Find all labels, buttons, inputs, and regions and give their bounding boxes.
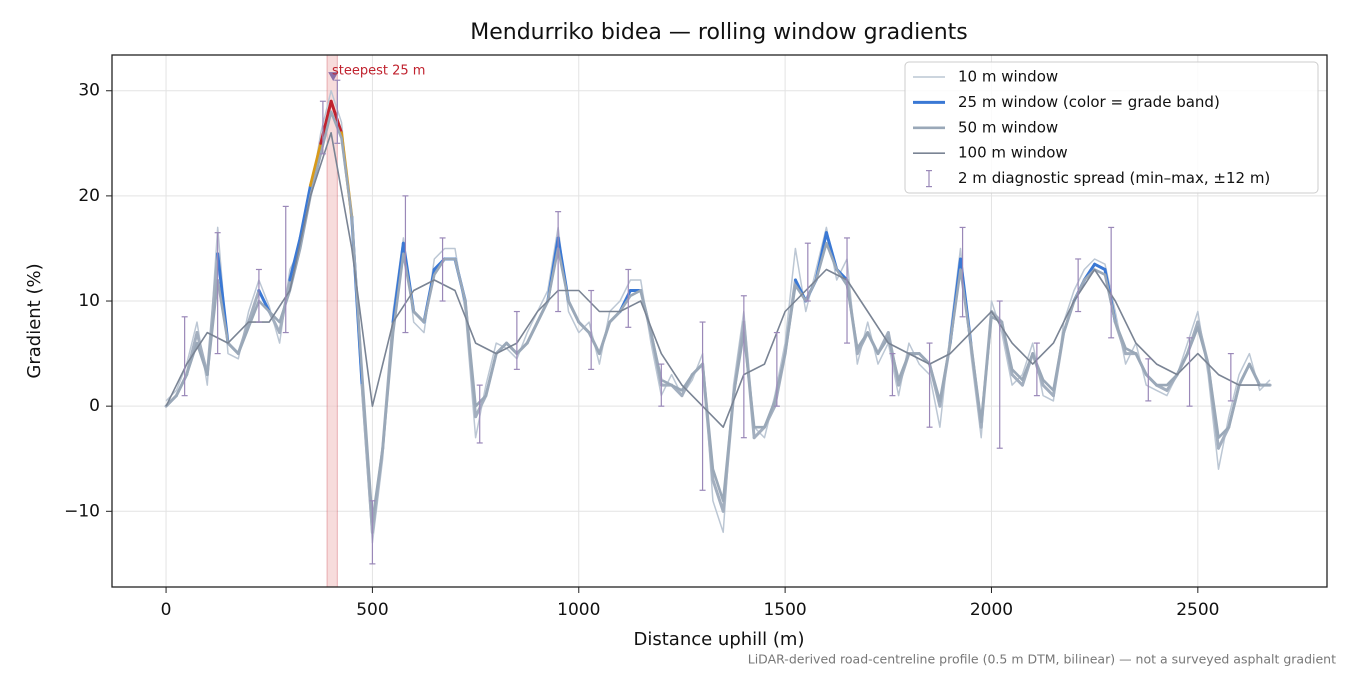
line-segment bbox=[1093, 262, 1107, 271]
chart-title: Mendurriko bidea — rolling window gradie… bbox=[470, 20, 968, 45]
line-segment bbox=[247, 289, 261, 324]
error-bar bbox=[1033, 342, 1040, 397]
error-bar bbox=[959, 226, 966, 318]
error-bar bbox=[1075, 258, 1082, 313]
x-tick-label: 2000 bbox=[970, 600, 1013, 620]
line-segment bbox=[391, 241, 405, 324]
x-axis-label: Distance uphill (m) bbox=[634, 629, 805, 650]
legend-label: 100 m window bbox=[958, 144, 1068, 162]
error-bar bbox=[844, 237, 851, 344]
error-bar bbox=[740, 295, 747, 439]
error-bar bbox=[588, 289, 595, 370]
legend-label: 50 m window bbox=[958, 118, 1058, 136]
error-bar bbox=[1145, 358, 1152, 402]
error-bar bbox=[889, 352, 896, 397]
y-axis-label: Gradient (%) bbox=[24, 263, 45, 378]
x-tick-label: 0 bbox=[161, 600, 172, 620]
series-line bbox=[165, 132, 1260, 428]
error-bar bbox=[181, 316, 188, 397]
error-bar bbox=[255, 268, 262, 323]
error-bar bbox=[625, 268, 632, 328]
line-segment bbox=[309, 141, 323, 187]
error-bar bbox=[804, 242, 811, 302]
error-bar bbox=[402, 195, 409, 334]
error-bar bbox=[996, 300, 1003, 449]
error-bar bbox=[214, 232, 221, 355]
legend: 10 m window 25 m window (color = grade ba… bbox=[904, 61, 1319, 194]
x-tick-label: 1000 bbox=[557, 600, 600, 620]
line-segment bbox=[1010, 373, 1024, 387]
x-tick-label: 1500 bbox=[763, 600, 806, 620]
y-tick-label: 20 bbox=[78, 186, 100, 206]
error-bar bbox=[1108, 226, 1115, 339]
line-segment bbox=[711, 478, 725, 513]
error-bar bbox=[369, 500, 376, 565]
axes: 0 500 1000 1500 2000 2500 −10 0 10 20 30 bbox=[64, 81, 1219, 620]
legend-label: 25 m window (color = grade band) bbox=[958, 93, 1220, 111]
error-bar bbox=[513, 310, 520, 370]
legend-box bbox=[904, 61, 1319, 194]
legend-label: 2 m diagnostic spread (min–max, ±12 m) bbox=[958, 169, 1270, 187]
error-bar bbox=[555, 211, 562, 313]
error-bar bbox=[282, 205, 289, 334]
line-segment bbox=[288, 236, 302, 282]
error-bar bbox=[926, 342, 933, 428]
y-tick-label: −10 bbox=[64, 501, 100, 521]
y-tick-label: 30 bbox=[78, 81, 100, 101]
series-line bbox=[165, 110, 1270, 524]
plot-frame bbox=[111, 54, 1328, 588]
plot-area bbox=[164, 55, 1272, 587]
error-bar bbox=[773, 331, 780, 407]
error-bar bbox=[334, 79, 341, 144]
steepest-label: steepest 25 m bbox=[332, 64, 425, 79]
line-segment bbox=[752, 425, 766, 440]
line-segment bbox=[298, 183, 313, 240]
error-bar bbox=[1186, 337, 1193, 407]
footnote: LiDAR-derived road-centreline profile (0… bbox=[748, 652, 1336, 667]
error-bar bbox=[699, 321, 706, 491]
steepest-marker bbox=[328, 72, 339, 82]
legend-label: 10 m window bbox=[958, 68, 1058, 86]
line-segment bbox=[329, 99, 343, 135]
y-tick-label: 10 bbox=[78, 291, 100, 311]
error-bar bbox=[439, 237, 446, 302]
error-bar bbox=[319, 100, 326, 155]
x-tick-label: 2500 bbox=[1176, 600, 1219, 620]
y-tick-label: 0 bbox=[89, 396, 100, 416]
line-segment bbox=[1041, 383, 1055, 398]
error-bar bbox=[658, 363, 665, 407]
error-bar bbox=[476, 384, 483, 444]
steepest-span bbox=[326, 55, 338, 587]
x-tick-label: 500 bbox=[356, 600, 388, 620]
error-bar bbox=[1227, 352, 1234, 402]
